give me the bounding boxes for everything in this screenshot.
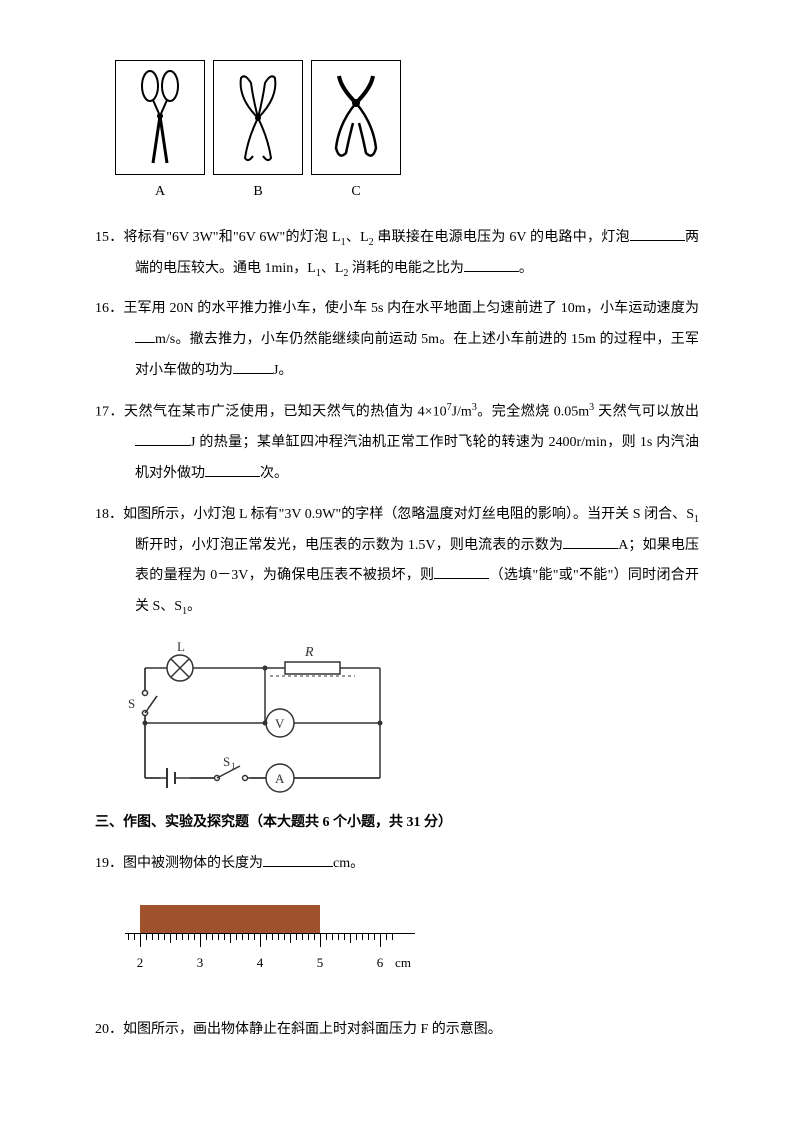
circuit-a-label: A <box>275 771 285 786</box>
scissors-box-c <box>311 60 401 175</box>
scissors-label-c: C <box>351 177 360 208</box>
circuit-svg: L R V S <box>125 638 405 793</box>
circuit-diagram: L R V S <box>125 638 405 793</box>
scissors-box-a <box>115 60 205 175</box>
q20-num: 20． <box>95 1022 123 1037</box>
q15-t6: 消耗的电能之比为 <box>348 261 464 276</box>
scissors-a: A <box>115 60 205 208</box>
circuit-s1-label: S <box>223 754 230 769</box>
scissors-svg-a <box>125 68 195 168</box>
q15-t3: 串联接在电源电压为 6V 的电路中，灯泡 <box>374 230 630 245</box>
ruler-scale: 2 3 4 5 6 cm <box>125 933 415 968</box>
q17-t2: J/m <box>452 404 472 419</box>
q17-num: 17． <box>95 404 124 419</box>
q15-t1: 将标有"6V 3W"和"6V 6W"的灯泡 L <box>124 230 341 245</box>
ruler-num-2: 2 <box>137 949 144 978</box>
circuit-s1-sub: 1 <box>231 761 236 771</box>
ruler-num-4: 4 <box>257 949 264 978</box>
q18-sub1: 1 <box>694 514 699 525</box>
q15-t5: 、L <box>321 261 344 276</box>
question-16: 16．王军用 20N 的水平推力推小车，使小车 5s 内在水平地面上匀速前进了 … <box>95 294 699 386</box>
section-3-header: 三、作图、实验及探究题（本大题共 6 个小题，共 31 分） <box>95 808 699 839</box>
q15-t2: 、L <box>346 230 369 245</box>
question-17: 17．天然气在某市广泛使用，已知天然气的热值为 4×107J/m3。完全燃烧 0… <box>95 397 699 490</box>
q18-t1: 如图所示，小灯泡 L 标有"3V 0.9W"的字样（忽略温度对灯丝电阻的影响）。… <box>123 507 694 522</box>
scissors-label-a: A <box>155 177 165 208</box>
question-15: 15．将标有"6V 3W"和"6V 6W"的灯泡 L1、L2 串联接在电源电压为… <box>95 223 699 285</box>
q15-num: 15． <box>95 230 124 245</box>
q18-num: 18． <box>95 507 123 522</box>
q19-t2: cm。 <box>333 856 364 871</box>
circuit-v-label: V <box>275 716 285 731</box>
ruler-unit: cm <box>395 949 411 978</box>
q18-blank1[interactable] <box>563 531 618 549</box>
q18-t2: 断开时，小灯泡正常发光，电压表的示数为 1.5V，则电流表的示数为 <box>135 538 563 553</box>
q17-t3: 。完全燃烧 0.05m <box>477 404 589 419</box>
scissors-svg-c <box>321 68 391 168</box>
circuit-s-label: S <box>128 696 135 711</box>
q17-blank2[interactable] <box>205 459 260 477</box>
q15-blank2[interactable] <box>464 254 519 272</box>
q16-num: 16． <box>95 301 123 316</box>
q19-num: 19． <box>95 856 123 871</box>
ruler-num-6: 6 <box>377 949 384 978</box>
q17-t4: 天然气可以放出 <box>594 404 699 419</box>
q17-blank1[interactable] <box>135 428 190 446</box>
circuit-l-label: L <box>177 639 185 654</box>
question-18: 18．如图所示，小灯泡 L 标有"3V 0.9W"的字样（忽略温度对灯丝电阻的影… <box>95 500 699 623</box>
q16-t1: 王军用 20N 的水平推力推小车，使小车 5s 内在水平地面上匀速前进了 10m… <box>123 301 699 316</box>
q17-t6: 次。 <box>260 466 288 481</box>
ruler-num-3: 3 <box>197 949 204 978</box>
q18-blank2[interactable] <box>434 561 489 579</box>
scissors-box-b <box>213 60 303 175</box>
ruler-num-5: 5 <box>317 949 324 978</box>
q20-t1: 如图所示，画出物体静止在斜面上时对斜面压力 F 的示意图。 <box>123 1022 502 1037</box>
scissors-b: B <box>213 60 303 208</box>
q18-t5: 。 <box>187 599 201 614</box>
scissors-c: C <box>311 60 401 208</box>
scissors-svg-b <box>223 68 293 168</box>
scissors-label-b: B <box>253 177 262 208</box>
q15-blank1[interactable] <box>630 223 685 241</box>
question-20: 20．如图所示，画出物体静止在斜面上时对斜面压力 F 的示意图。 <box>95 1015 699 1046</box>
q16-blank2[interactable] <box>233 356 273 374</box>
q17-t1: 天然气在某市广泛使用，已知天然气的热值为 4×10 <box>124 404 447 419</box>
ruler-baseline <box>125 933 415 934</box>
ruler-diagram: 2 3 4 5 6 cm <box>125 905 425 985</box>
q16-t2: m/s。撤去推力，小车仍然能继续向前运动 5m。在上述小车前进的 15m 的过程… <box>135 332 699 378</box>
ruler-object <box>140 905 320 933</box>
circuit-r-label: R <box>304 645 314 660</box>
q19-t1: 图中被测物体的长度为 <box>123 856 263 871</box>
question-19: 19．图中被测物体的长度为 cm。 <box>95 849 699 880</box>
q16-blank1[interactable] <box>135 325 155 343</box>
q15-t7: 。 <box>519 261 533 276</box>
q19-blank1[interactable] <box>263 849 333 867</box>
scissors-figure-row: A B C <box>115 60 699 208</box>
q16-t3: J。 <box>273 363 292 378</box>
